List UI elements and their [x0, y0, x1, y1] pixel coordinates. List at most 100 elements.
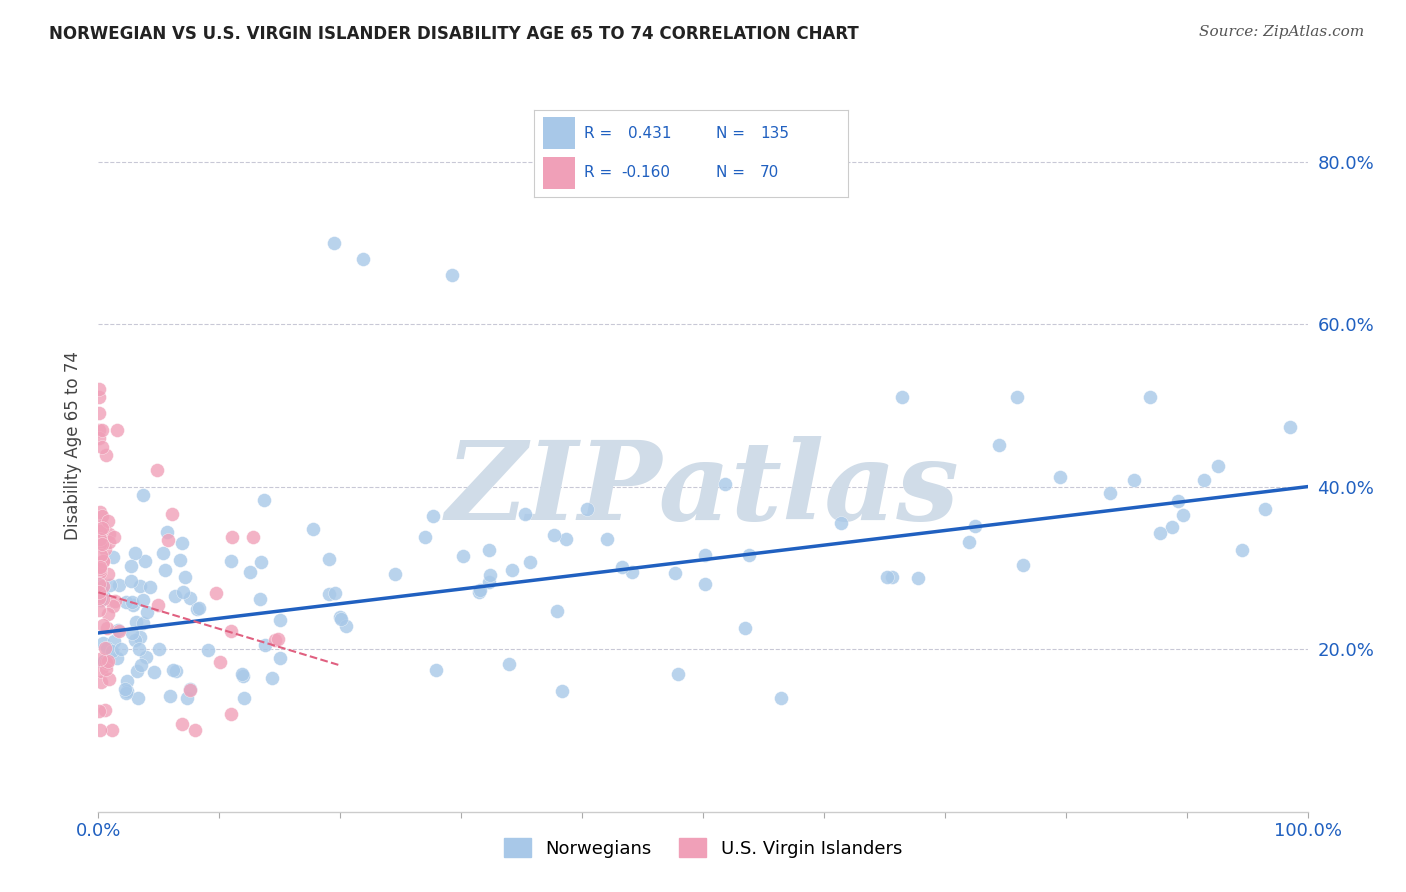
Point: [664, 566, 686, 580]
Point: [107, 624, 129, 639]
Point: [269, 613, 291, 627]
Point: [666, 666, 689, 681]
Point: [89, 560, 111, 574]
Point: [1122, 474, 1144, 488]
Point: [693, 577, 716, 591]
Point: [87, 390, 110, 404]
Point: [124, 546, 146, 560]
Point: [94, 541, 117, 556]
Point: [714, 477, 737, 491]
Point: [128, 642, 150, 657]
Point: [87, 556, 110, 570]
Point: [231, 667, 253, 681]
Point: [96, 621, 118, 635]
Point: [422, 509, 444, 524]
Point: [1160, 520, 1182, 534]
Point: [90, 440, 112, 454]
Point: [100, 578, 122, 592]
Point: [122, 598, 145, 612]
Point: [988, 438, 1011, 452]
Point: [87, 431, 110, 445]
Point: [1167, 493, 1189, 508]
Point: [89, 537, 111, 551]
Point: [263, 632, 285, 647]
Point: [96, 656, 118, 670]
Point: [172, 536, 194, 550]
Point: [478, 543, 501, 558]
Point: [882, 570, 904, 584]
Point: [738, 548, 761, 562]
Point: [89, 562, 111, 576]
Point: [172, 716, 194, 731]
Point: [219, 554, 242, 568]
Point: [179, 682, 201, 697]
Point: [134, 554, 156, 568]
Point: [453, 549, 475, 563]
Point: [513, 507, 536, 521]
Point: [160, 508, 183, 522]
Point: [104, 594, 127, 608]
Point: [110, 641, 132, 656]
Point: [98, 527, 121, 541]
Point: [467, 585, 489, 599]
Point: [103, 599, 125, 613]
Point: [91, 554, 114, 568]
Point: [87, 603, 110, 617]
Point: [595, 532, 617, 546]
Point: [90, 592, 112, 607]
Point: [97, 566, 120, 581]
Point: [132, 615, 155, 630]
Point: [101, 549, 124, 564]
Point: [124, 632, 146, 647]
Point: [253, 639, 276, 653]
Point: [117, 674, 139, 689]
Point: [132, 593, 155, 607]
Point: [260, 671, 283, 685]
Point: [576, 501, 599, 516]
Point: [1192, 473, 1215, 487]
Point: [98, 672, 121, 686]
Point: [208, 655, 231, 669]
Point: [302, 522, 325, 536]
Point: [89, 723, 111, 738]
Point: [87, 423, 110, 437]
Text: Source: ZipAtlas.com: Source: ZipAtlas.com: [1198, 25, 1364, 39]
Point: [115, 684, 138, 698]
Point: [101, 723, 124, 738]
Point: [89, 704, 111, 718]
Point: [108, 578, 131, 592]
Text: NORWEGIAN VS U.S. VIRGIN ISLANDER DISABILITY AGE 65 TO 74 CORRELATION CHART: NORWEGIAN VS U.S. VIRGIN ISLANDER DISABI…: [49, 25, 859, 43]
Point: [87, 382, 110, 396]
Point: [157, 533, 180, 547]
Point: [891, 390, 914, 404]
Point: [89, 504, 111, 518]
Point: [127, 690, 149, 705]
Point: [96, 656, 118, 670]
Point: [115, 686, 138, 700]
Point: [115, 595, 138, 609]
Legend: Norwegians, U.S. Virgin Islanders: Norwegians, U.S. Virgin Islanders: [496, 831, 910, 865]
Point: [103, 530, 125, 544]
Point: [89, 577, 111, 591]
Point: [1099, 486, 1122, 500]
Point: [90, 674, 112, 689]
Point: [1206, 459, 1229, 474]
Point: [120, 559, 142, 574]
Point: [543, 527, 565, 541]
Point: [146, 463, 169, 477]
Point: [612, 560, 634, 574]
Point: [963, 519, 986, 533]
Point: [91, 509, 114, 524]
Point: [105, 651, 128, 665]
Point: [249, 555, 271, 569]
Point: [1139, 390, 1161, 404]
Point: [165, 589, 187, 603]
Point: [1230, 543, 1253, 558]
Point: [477, 574, 499, 589]
Point: [1278, 420, 1301, 434]
Point: [101, 643, 124, 657]
Point: [1149, 525, 1171, 540]
Point: [91, 579, 114, 593]
Point: [97, 607, 120, 621]
Point: [267, 632, 290, 646]
